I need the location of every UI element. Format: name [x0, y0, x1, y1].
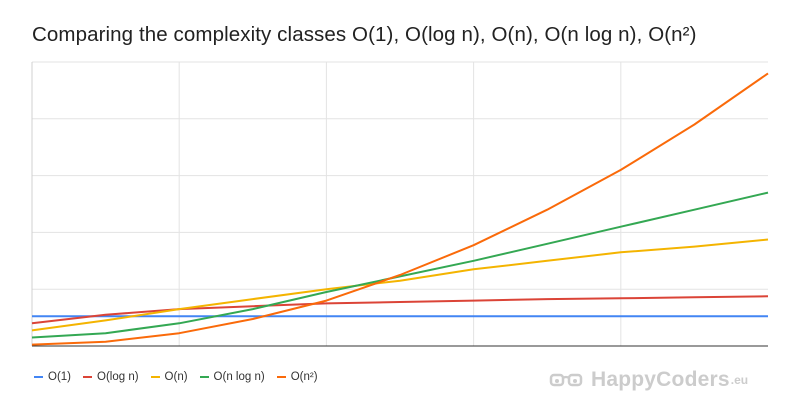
legend-swatch [276, 376, 286, 378]
grid-lines [32, 61, 768, 346]
series-line-o-n [31, 238, 769, 332]
legend-item: O(n²) [276, 371, 318, 383]
legend-label: O(n log n) [213, 371, 265, 383]
series-line-o-n-log-n [31, 191, 769, 339]
watermark: HappyCoders .eu [549, 368, 748, 392]
series-lines [31, 72, 769, 346]
series-line-o-log-n [31, 295, 769, 325]
legend-label: O(log n) [97, 371, 139, 383]
legend-swatch [34, 376, 43, 378]
legend-swatch [199, 376, 209, 378]
legend-label: O(1) [48, 371, 71, 383]
axes [31, 62, 768, 347]
watermark-text: HappyCoders [591, 368, 730, 391]
series-line-o-n [31, 72, 769, 346]
chart-legend: O(1) O(log n) O(n) O(n log n) O(n²) [34, 371, 330, 383]
chart-title: Comparing the complexity classes O(1), O… [32, 23, 697, 46]
legend-swatch [150, 376, 160, 378]
legend-label: O(n) [164, 371, 188, 383]
legend-swatch [83, 376, 92, 378]
watermark-tld: .eu [730, 373, 749, 387]
legend-item: O(n log n) [199, 371, 265, 383]
legend-label: O(n²) [290, 371, 318, 383]
legend-item: O(log n) [83, 371, 139, 383]
legend-item: O(1) [34, 371, 71, 383]
legend-item: O(n) [150, 371, 188, 383]
glasses-icon [549, 373, 583, 387]
